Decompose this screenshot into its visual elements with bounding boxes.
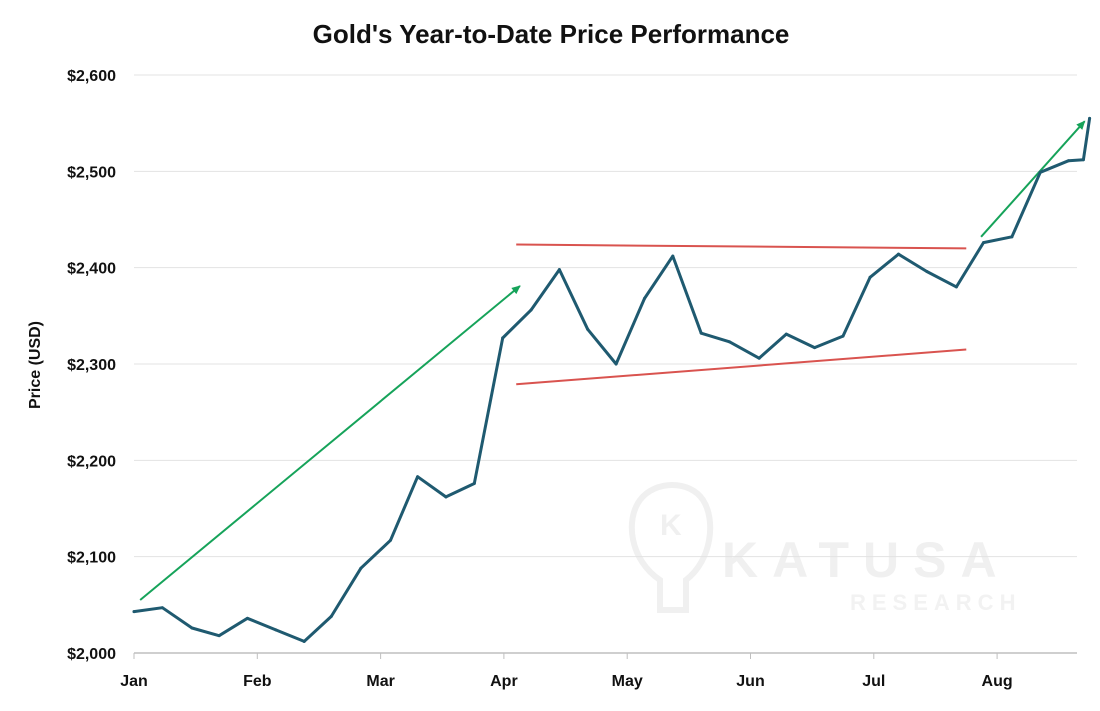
x-tick-label: Jan <box>120 673 148 690</box>
data-point <box>1010 235 1014 239</box>
data-point <box>1081 158 1085 162</box>
data-point <box>217 634 221 638</box>
x-tick-label: Aug <box>982 673 1013 690</box>
gridlines <box>134 74 1077 654</box>
data-point <box>388 538 392 542</box>
y-tick-label: $2,000 <box>67 646 116 663</box>
x-tick-label: May <box>612 673 643 690</box>
watermark-text: KATUSA <box>722 532 1011 588</box>
y-tick-label: $2,500 <box>67 164 116 181</box>
series-layer <box>132 116 1092 643</box>
y-axis-ticks: $2,000 $2,100 $2,200 $2,300 $2,400 $2,500 $2,6… <box>67 68 116 663</box>
data-point <box>841 334 845 338</box>
x-tick-label: Jun <box>736 673 764 690</box>
watermark: K KATUSA RESEARCH <box>628 482 1021 615</box>
x-tick-label: Apr <box>490 673 518 690</box>
data-point <box>784 332 788 336</box>
y-tick-label: $2,100 <box>67 550 116 567</box>
data-point <box>245 616 249 620</box>
data-point <box>728 340 732 344</box>
y-tick-label: $2,300 <box>67 357 116 374</box>
x-tick-label: Mar <box>366 673 394 690</box>
trend-annotations <box>139 120 1086 601</box>
data-point <box>274 628 278 632</box>
data-point <box>190 626 194 630</box>
resistance-support-line <box>516 348 967 386</box>
resistance-support-line <box>516 243 967 250</box>
data-point <box>501 336 505 340</box>
watermark-subtext: RESEARCH <box>850 590 1021 615</box>
data-point <box>444 495 448 499</box>
data-point <box>359 566 363 570</box>
chart-title: Gold's Year-to-Date Price Performance <box>313 19 790 49</box>
data-point <box>557 268 561 272</box>
trend-arrow <box>980 120 1086 238</box>
data-point <box>1038 170 1042 174</box>
data-point <box>302 639 306 643</box>
x-axis-ticks: Jan Feb Mar Apr May Jun Jul Aug <box>120 653 1013 690</box>
data-point <box>671 254 675 258</box>
data-point <box>529 308 533 312</box>
data-point <box>329 614 333 618</box>
svg-text:K: K <box>660 509 682 542</box>
data-point <box>642 296 646 300</box>
x-tick-label: Jul <box>862 673 885 690</box>
lightbulb-logo-icon: K <box>628 482 714 613</box>
data-point <box>416 475 420 479</box>
data-point <box>132 610 136 614</box>
data-point <box>472 481 476 485</box>
x-tick-label: Feb <box>243 673 272 690</box>
data-point <box>1067 159 1071 163</box>
data-point <box>868 275 872 279</box>
y-tick-label: $2,200 <box>67 453 116 470</box>
trend-arrow <box>139 285 521 601</box>
data-point <box>896 252 900 256</box>
data-point <box>925 270 929 274</box>
data-point <box>757 356 761 360</box>
data-point <box>699 331 703 335</box>
data-point <box>813 346 817 350</box>
data-point <box>614 362 618 366</box>
y-tick-label: $2,600 <box>67 68 116 85</box>
data-point <box>1088 116 1092 120</box>
series-line <box>132 116 1092 643</box>
y-tick-label: $2,400 <box>67 261 116 278</box>
y-axis-label: Price (USD) <box>27 321 44 409</box>
data-point <box>586 327 590 331</box>
data-point <box>954 285 958 289</box>
data-point <box>160 606 164 610</box>
data-point <box>982 241 986 245</box>
